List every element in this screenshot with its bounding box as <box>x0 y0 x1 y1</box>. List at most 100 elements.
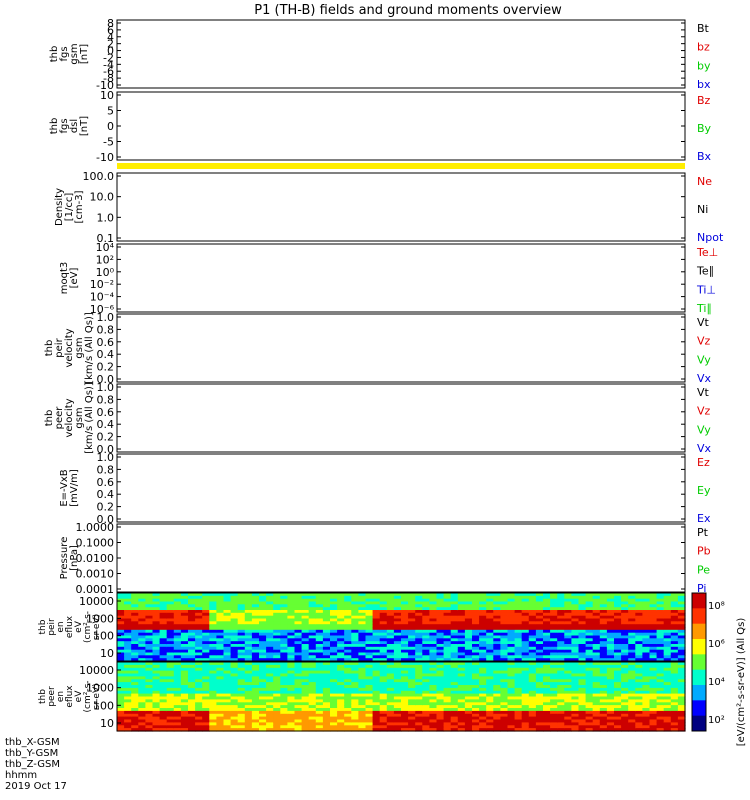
spectrogram-cell <box>351 662 359 666</box>
spectrogram-cell <box>464 719 473 723</box>
spectrogram-cell <box>514 595 523 600</box>
spectrogram-cell <box>436 699 445 703</box>
spectrogram-cell <box>464 604 473 608</box>
spectrogram-cell <box>322 705 331 709</box>
spectrogram-cell <box>159 627 168 631</box>
spectrogram-cell <box>670 682 679 686</box>
spectrogram-cell <box>152 713 161 718</box>
spectrogram-cell <box>621 710 629 715</box>
spectrogram-cell <box>180 601 189 605</box>
spectrogram-cell <box>216 664 225 669</box>
spectrogram-cell <box>677 662 686 666</box>
spectrogram-cell <box>266 687 274 692</box>
spectrogram-cell <box>330 679 338 683</box>
spectrogram-cell <box>244 685 253 689</box>
spectrogram-cell <box>543 646 551 651</box>
spectrogram-cell <box>592 682 601 686</box>
spectrogram-cell <box>599 719 608 723</box>
y-label-line: [cm-3] <box>74 190 85 223</box>
spectrogram-cell <box>457 646 466 651</box>
spectrogram-cell <box>393 604 402 608</box>
spectrogram-cell <box>521 610 530 614</box>
spectrogram-cell <box>550 655 558 659</box>
spectrogram-cell <box>543 632 551 637</box>
spectrogram-cell <box>259 699 267 703</box>
spectrogram-cell <box>188 670 196 675</box>
spectrogram-cell <box>301 627 310 631</box>
spectrogram-cell <box>294 627 303 631</box>
spectrogram-cell <box>145 632 154 637</box>
spectrogram-cell <box>656 693 665 698</box>
spectrogram-cell <box>365 652 374 656</box>
spectrogram-cell <box>656 708 665 712</box>
spectrogram-cell <box>521 725 530 729</box>
spectrogram-cell <box>386 662 395 666</box>
spectrogram-cell <box>322 685 331 689</box>
spectrogram-cell <box>195 598 203 603</box>
spectrogram-cell <box>614 708 622 712</box>
spectrogram-cell <box>188 655 196 659</box>
spectrogram-cell <box>365 610 374 614</box>
spectrogram-cell <box>521 595 530 600</box>
y-tick-label: 1000 <box>86 612 114 625</box>
spectrogram-cell <box>422 641 430 645</box>
spectrogram-cell <box>415 693 423 698</box>
spectrogram-cell <box>337 708 345 712</box>
spectrogram-cell <box>514 621 523 625</box>
spectrogram-cell <box>557 667 565 672</box>
spectrogram-cell <box>159 624 168 628</box>
spectrogram-cell <box>195 646 203 651</box>
spectrogram-cell <box>152 676 161 680</box>
spectrogram-cell <box>287 696 296 700</box>
spectrogram-cell <box>443 595 452 600</box>
spectrogram-cell <box>493 670 501 675</box>
spectrogram-cell <box>422 673 430 677</box>
spectrogram-cell <box>656 673 665 677</box>
spectrogram-cell <box>493 624 501 628</box>
spectrogram-cell <box>571 670 580 675</box>
spectrogram-cell <box>621 595 629 600</box>
spectrogram-cell <box>621 725 629 729</box>
spectrogram-cell <box>152 627 161 631</box>
spectrogram-cell <box>230 670 239 675</box>
spectrogram-cell <box>599 670 608 675</box>
spectrogram-cell <box>244 632 253 637</box>
spectrogram-cell <box>401 713 409 718</box>
spectrogram-cell <box>386 610 395 614</box>
spectrogram-cell <box>670 687 679 692</box>
spectrogram-cell <box>365 690 374 695</box>
spectrogram-cell <box>599 696 608 700</box>
spectrogram-cell <box>344 693 352 698</box>
spectrogram-cell <box>507 708 516 712</box>
spectrogram-cell <box>145 690 154 695</box>
spectrogram-cell <box>273 601 281 605</box>
spectrogram-cell <box>379 722 388 726</box>
panel-frame <box>116 661 686 732</box>
colorbar-label-group: [eV/(cm²-s-sr-eV)] (All Qs) <box>736 618 747 747</box>
spectrogram-cell <box>259 679 267 683</box>
spectrogram-cell <box>138 635 146 639</box>
spectrogram-cell <box>415 593 423 597</box>
spectrogram-cell <box>670 635 679 639</box>
spectrogram-cell <box>145 627 154 631</box>
legend-by: by <box>697 59 711 72</box>
spectrogram-cell <box>585 664 594 669</box>
spectrogram-cell <box>145 621 154 625</box>
spectrogram-cell <box>294 719 303 723</box>
spectrogram-cell <box>386 682 395 686</box>
spectrogram-cell <box>578 610 587 614</box>
spectrogram-cell <box>514 655 523 659</box>
spectrogram-cell <box>379 676 388 680</box>
spectrogram-cell <box>677 635 686 639</box>
spectrogram-cell <box>479 652 487 656</box>
spectrogram-cell <box>535 627 544 631</box>
spectrogram-cell <box>358 699 367 703</box>
spectrogram-cell <box>273 693 281 698</box>
spectrogram-cell <box>599 702 608 706</box>
spectrogram-cell <box>457 644 466 648</box>
spectrogram-cell <box>479 593 487 597</box>
spectrogram-cell <box>379 618 388 622</box>
spectrogram-cell <box>592 679 601 683</box>
spectrogram-cell <box>358 607 367 611</box>
spectrogram-cell <box>330 652 338 656</box>
